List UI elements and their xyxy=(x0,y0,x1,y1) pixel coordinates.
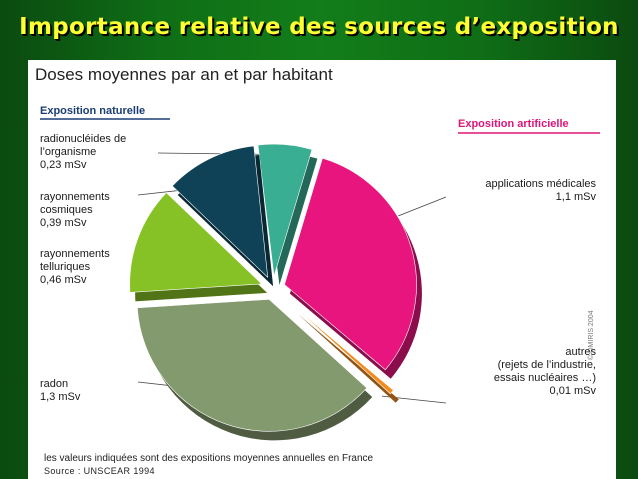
legend-artificial-underline xyxy=(458,132,600,134)
label-medicales: applications médicales 1,1 mSv xyxy=(485,178,596,203)
legend-artificial-exposure: Exposition artificielle xyxy=(458,118,569,130)
slice-medicales xyxy=(284,157,417,371)
slice-telluriques xyxy=(129,192,263,293)
pie-slices xyxy=(129,143,422,441)
label-telluriques: rayonnements telluriques 0,46 mSv xyxy=(40,248,110,286)
legend-natural-underline xyxy=(40,118,170,120)
label-organisme: radionucléides de l’organisme 0,23 mSv xyxy=(40,133,127,171)
slice-radon xyxy=(137,299,368,432)
label-cosmiques: rayonnements cosmiques 0,39 mSv xyxy=(40,191,110,229)
label-autres: autres (rejets de l’industrie, essais nu… xyxy=(493,346,596,397)
leader-medicales xyxy=(398,196,447,217)
slice-cosmiques xyxy=(171,145,269,279)
pie-chart xyxy=(129,143,447,441)
slice-autres xyxy=(292,304,394,395)
footnote: les valeurs indiquées sont des expositio… xyxy=(44,453,374,464)
slice-autres-depth xyxy=(297,314,399,403)
copyright: © OMIRIS 2004 xyxy=(588,310,595,360)
slice-organisme xyxy=(257,143,313,277)
chart-title: Doses moyennes par an et par habitant xyxy=(35,65,333,84)
legend-natural-exposure: Exposition naturelle xyxy=(40,105,146,117)
source: Source : UNSCEAR 1994 xyxy=(44,466,155,476)
slide-title: Importance relative des sources d’exposi… xyxy=(19,14,619,40)
label-radon: radon 1,3 mSv xyxy=(40,378,81,403)
chart-panel: Doses moyennes par an et par habitant Ex… xyxy=(28,60,616,479)
